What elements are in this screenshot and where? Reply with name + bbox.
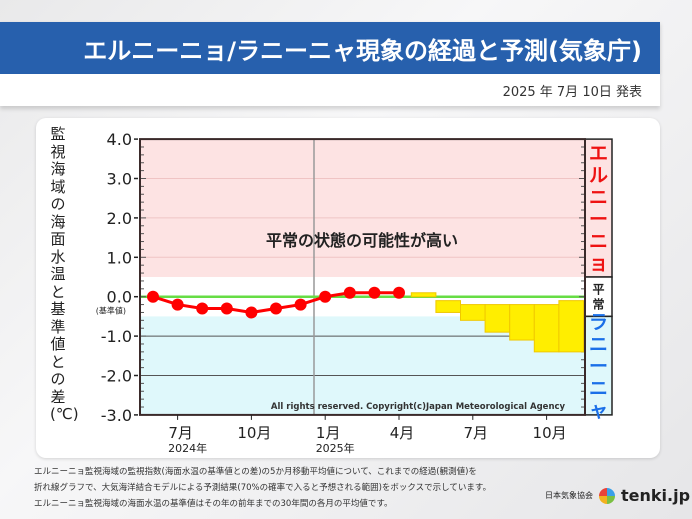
baseline-label: (基準値): [96, 306, 126, 316]
y-tick-label: 4.0: [107, 130, 132, 149]
credit: 日本気象協会 tenki.jp: [545, 486, 690, 505]
y-tick-label: -3.0: [101, 406, 132, 425]
region-label-box: [584, 315, 613, 416]
region-label: ー: [589, 355, 608, 377]
y-axis-label: 監視海域の海面水温と基準値との差(℃): [50, 125, 79, 423]
y-tick-label: 1.0: [107, 248, 132, 267]
observed-point: [393, 286, 405, 299]
y-tick-label: 3.0: [107, 170, 132, 189]
year-label: 2024年: [168, 441, 207, 455]
copyright: All rights reserved. Copyright(c)Japan M…: [271, 402, 566, 412]
y-tick-label: -2.0: [101, 367, 132, 386]
region-label: ニ: [589, 187, 608, 209]
forecast-box: [410, 292, 437, 298]
note-line: エルニーニョ監視海域の監視指数(海面水温の基準値との差)の5か月移動平均値につい…: [34, 467, 477, 477]
observed-point: [319, 290, 332, 303]
note-line: エルニーニョ監視海域の海面水温の基準値はその年の前年までの30年間の各月の平均値…: [34, 499, 393, 509]
region-label: ニ: [589, 333, 608, 355]
forecast-box: [484, 304, 511, 333]
observed-point: [368, 286, 381, 299]
date-text: 2025 年 7月 10日 発表: [502, 84, 642, 100]
x-tick-label: 4月: [390, 424, 415, 442]
observed-point: [270, 302, 282, 315]
region-label: ル: [589, 165, 608, 187]
release-date: 2025 年 7月 10日 発表: [0, 74, 660, 106]
title-text: エルニーニョ/ラニーニャ現象の経過と予測(気象庁): [83, 36, 642, 65]
region-label: 平: [592, 283, 604, 297]
x-tick-label: 7月: [464, 424, 489, 442]
x-tick-label: 7月: [168, 424, 193, 442]
observed-point: [245, 306, 258, 319]
year-label: 2025年: [316, 441, 355, 455]
observed-point: [220, 302, 233, 315]
region-label: ニ: [589, 231, 608, 253]
forecast-box: [558, 300, 585, 353]
x-tick-label: 10月: [237, 424, 271, 442]
credit-org: 日本気象協会: [545, 491, 593, 500]
region-label: ャ: [589, 399, 608, 421]
forecast-box: [460, 304, 486, 321]
note-line: 折れ線グラフで、大気海洋結合モデルによる予測結果(70%の確率で入ると予想される…: [34, 483, 492, 493]
notes: エルニーニョ監視海域の監視指数(海面水温の基準値との差)の5か月移動平均値につい…: [34, 464, 491, 512]
y-tick-label: 2.0: [107, 209, 132, 228]
region-label: ラ: [589, 311, 608, 333]
region-label: ー: [589, 209, 608, 231]
plot-frame: [139, 138, 586, 416]
observed-point: [196, 302, 209, 315]
credit-brand[interactable]: tenki.jp: [621, 486, 691, 505]
annotation: 平常の状態の可能性が高い: [266, 231, 458, 250]
region-label: ョ: [589, 253, 608, 275]
page-title: エルニーニョ/ラニーニャ現象の経過と予測(気象庁): [0, 22, 660, 74]
observed-point: [343, 286, 356, 299]
x-tick-label: 10月: [533, 424, 567, 442]
y-tick-label: 0.0: [107, 288, 132, 307]
x-tick-label: 1月: [316, 424, 341, 442]
forecast-box: [435, 300, 461, 313]
observed-point: [171, 298, 184, 311]
tenki-logo-icon: [599, 487, 615, 504]
y-tick-label: -1.0: [101, 327, 132, 346]
region-label: エ: [589, 143, 608, 165]
observed-point: [294, 298, 307, 311]
region-label: ニ: [589, 377, 608, 399]
observed-point: [147, 290, 159, 303]
forecast-box: [533, 304, 560, 353]
forecast-box: [509, 304, 535, 341]
region-label: 常: [592, 297, 604, 312]
region-band: [140, 139, 585, 277]
